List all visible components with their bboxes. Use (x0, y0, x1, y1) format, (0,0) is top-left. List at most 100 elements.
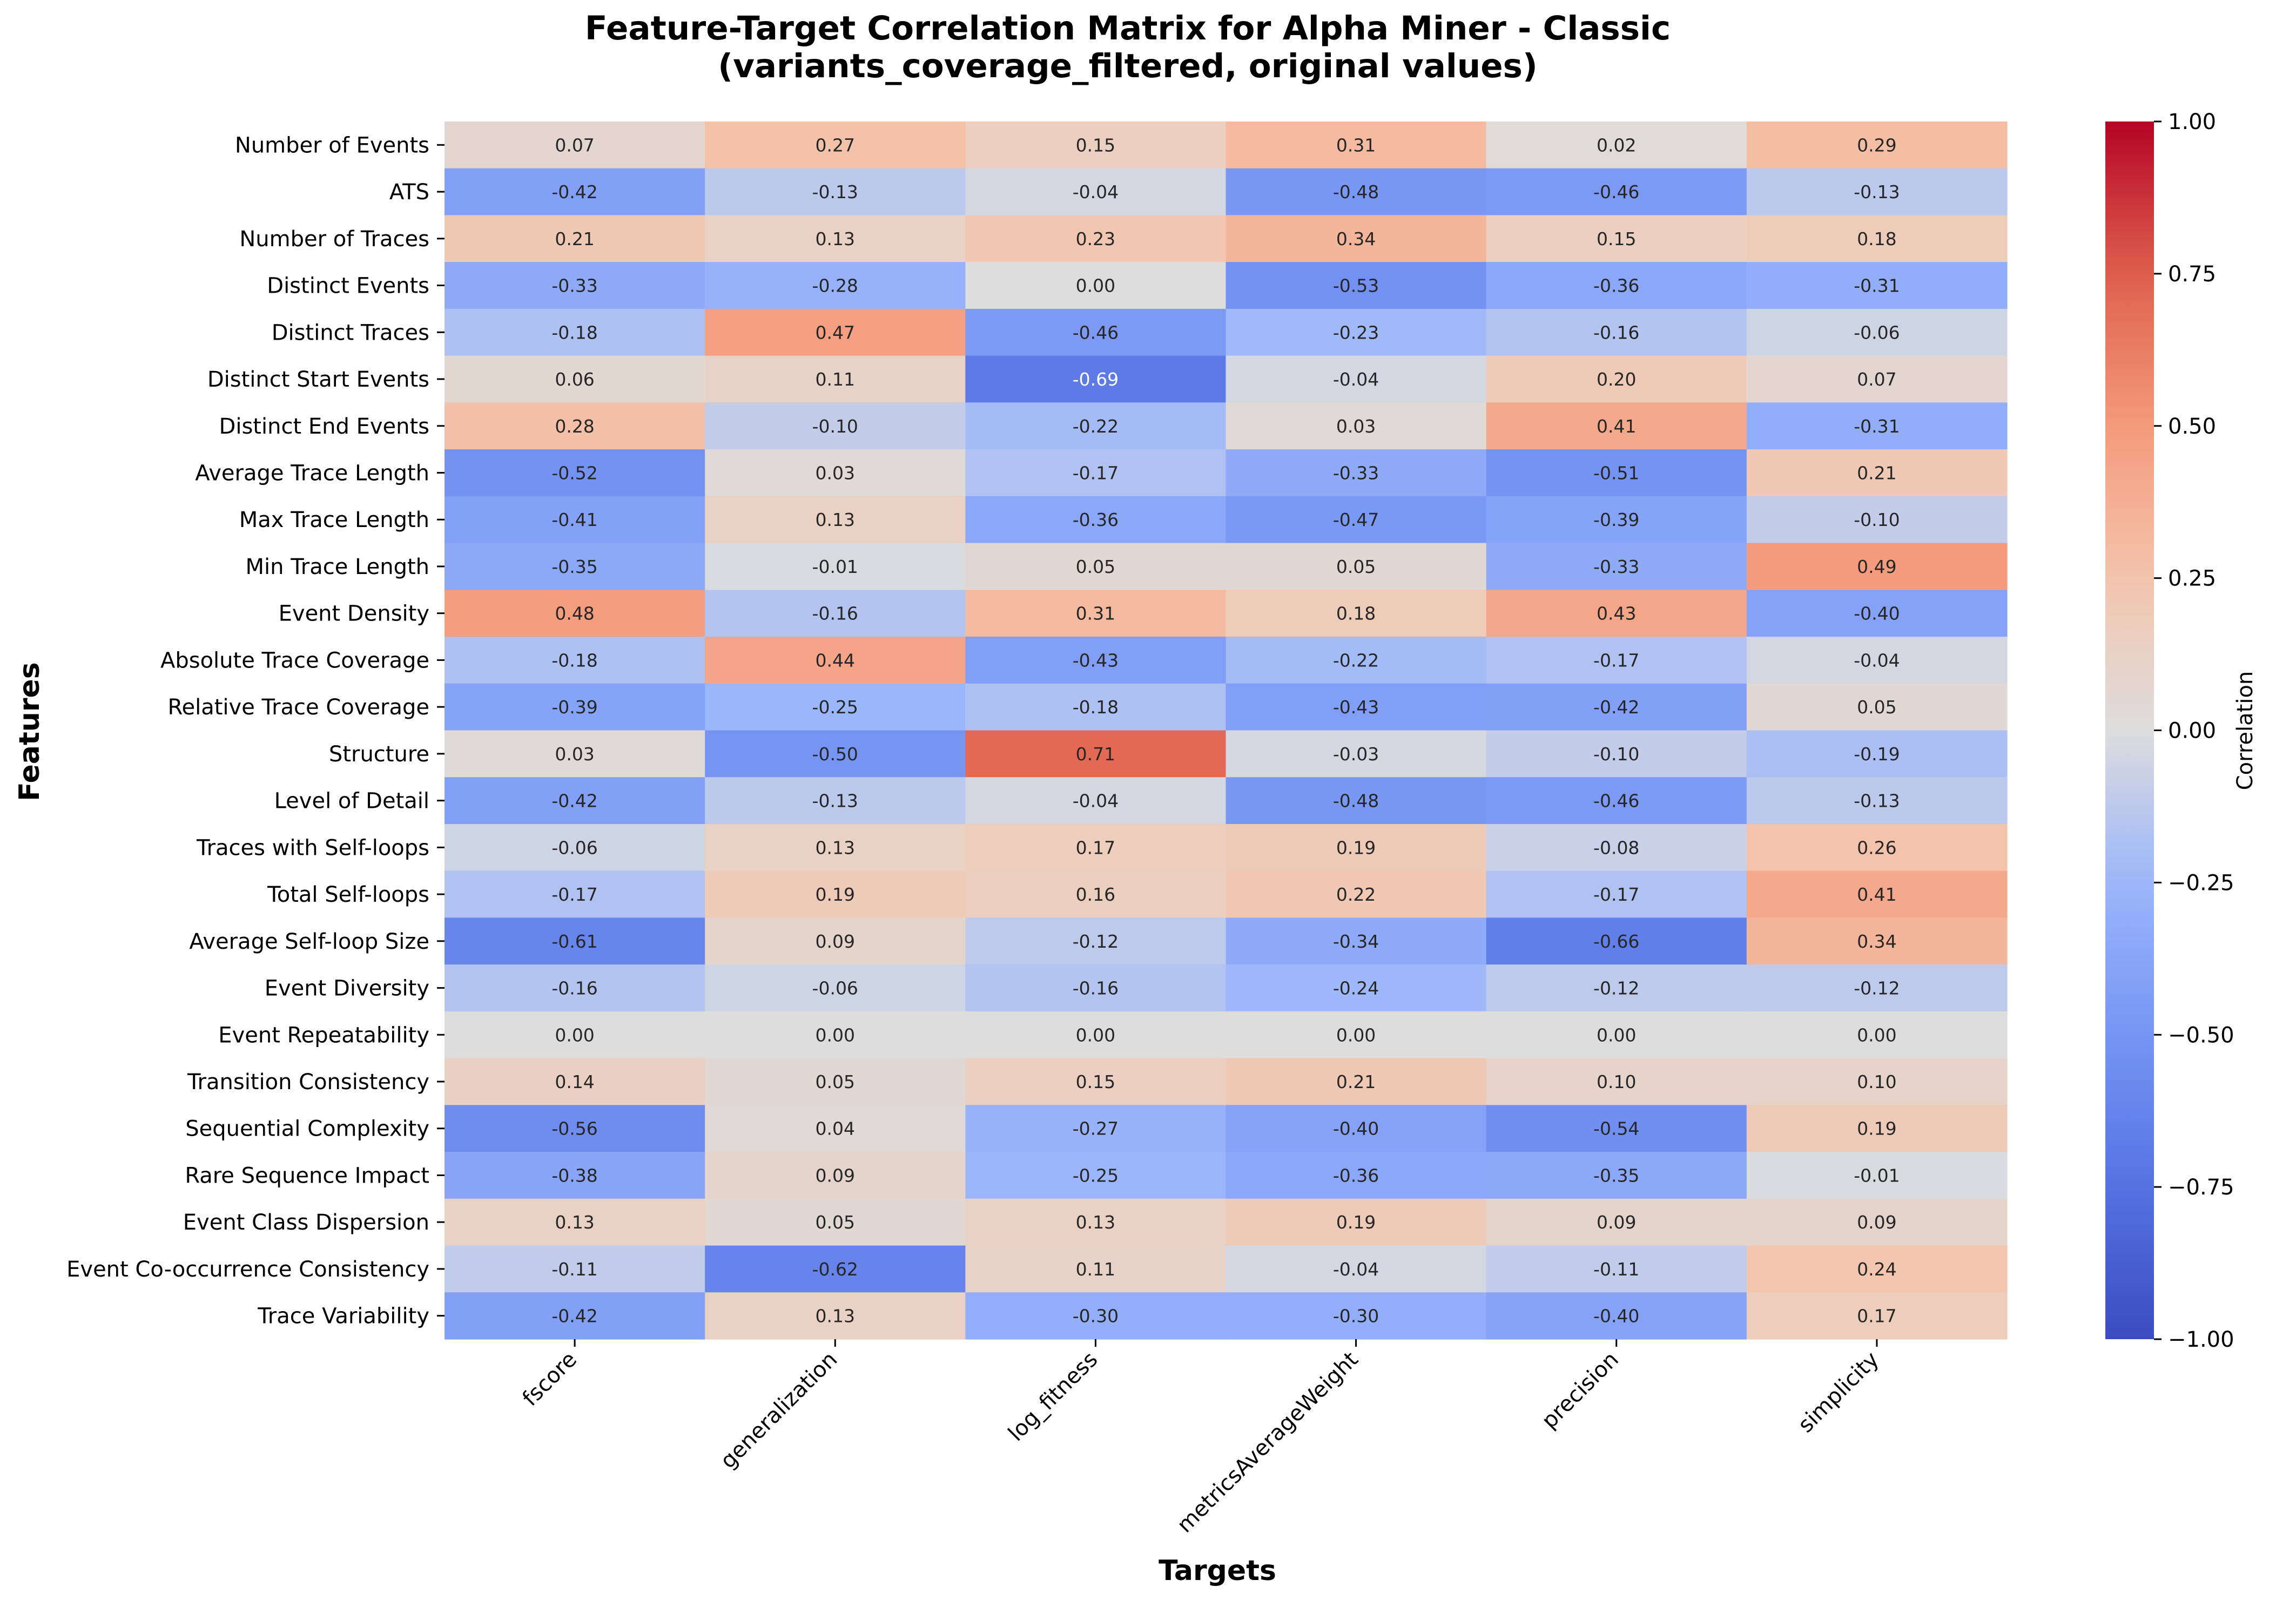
heatmap-cell (1746, 355, 2008, 403)
y-tick-label: Absolute Trace Coverage (160, 648, 429, 673)
cell-value-label: -0.38 (551, 1165, 597, 1186)
heatmap-cell (1746, 637, 2008, 684)
y-tick-label: Event Density (279, 602, 429, 626)
cell-value-label: -0.04 (1073, 181, 1119, 202)
heatmap-cell (1486, 262, 1747, 309)
heatmap-cell (445, 1058, 705, 1105)
heatmap-cell (965, 1245, 1227, 1293)
cell-value-label: 0.04 (816, 1118, 855, 1139)
cell-value-label: -0.43 (1333, 697, 1379, 718)
y-tick-label: Max Trace Length (239, 508, 429, 532)
cell-value-label: -0.24 (1333, 978, 1379, 999)
heatmap-cell (1746, 215, 2008, 262)
cell-value-label: -0.13 (1854, 791, 1900, 812)
cell-value-label: -0.13 (812, 181, 858, 202)
heatmap-cell (705, 543, 966, 590)
cell-value-label: 0.09 (1597, 1212, 1636, 1233)
heatmap-cell (965, 1152, 1227, 1199)
cell-value-label: 0.48 (555, 603, 594, 624)
cell-value-label: -0.06 (1854, 322, 1900, 343)
heatmap-cell (1746, 964, 2008, 1012)
heatmap-cell (965, 355, 1227, 403)
cell-value-label: -0.51 (1593, 462, 1639, 483)
cell-value-label: 0.26 (1857, 837, 1896, 858)
cell-value-label: 0.00 (1076, 1024, 1115, 1045)
heatmap-cell (705, 777, 966, 825)
cell-value-label: 0.10 (1597, 1071, 1636, 1092)
cell-value-label: -0.47 (1333, 509, 1379, 530)
colorbar-ticks: 1.00 0.75 0.50 0.25 0.00 −0.25 −0.50 −0.75 −1.00 (2154, 110, 2234, 1352)
heatmap-cell (1486, 683, 1747, 731)
cell-value-label: -0.13 (812, 791, 858, 812)
x-axis-ticks: fscore generalization log_fitness metricsAv… (518, 1339, 1884, 1538)
heatmap-cell (445, 215, 705, 262)
heatmap-cell (965, 637, 1227, 684)
cell-value-label: -0.17 (551, 884, 597, 905)
heatmap-cell (705, 308, 966, 356)
cell-value-label: -0.35 (1593, 1165, 1639, 1186)
heatmap-cell (705, 1058, 966, 1105)
heatmap-cell (965, 683, 1227, 731)
heatmap-cell (1746, 449, 2008, 497)
heatmap-cell (1486, 1105, 1747, 1152)
heatmap-cell (965, 168, 1227, 216)
heatmap-cell (1226, 355, 1487, 403)
cell-value-label: -0.62 (812, 1259, 858, 1280)
y-tick-label: Traces with Self-loops (196, 835, 429, 860)
heatmap-cell (1746, 917, 2008, 965)
colorbar-tick-label: −0.75 (2168, 1175, 2234, 1200)
cell-value-label: -0.08 (1593, 837, 1639, 858)
chart-title: Feature-Target Correlation Matrix for Al… (585, 9, 1671, 48)
heatmap-cell (1486, 355, 1747, 403)
heatmap-cell (445, 964, 705, 1012)
heatmap-cell (1486, 1245, 1747, 1293)
cell-value-label: -0.17 (1073, 462, 1119, 483)
cell-value-label: -0.30 (1073, 1306, 1119, 1327)
cell-value-label: 0.14 (555, 1071, 594, 1092)
cell-value-label: -0.25 (1073, 1165, 1119, 1186)
heatmap-cell (1746, 1105, 2008, 1152)
heatmap-cell (1226, 121, 1487, 169)
cell-value-label: -0.01 (1854, 1165, 1900, 1186)
cell-value-label: 0.21 (555, 228, 594, 249)
cell-value-label: 0.13 (816, 228, 855, 249)
colorbar-tick-label: −1.00 (2168, 1327, 2234, 1352)
heatmap-cell (445, 683, 705, 731)
heatmap-cell (705, 355, 966, 403)
heatmap-cell (1226, 168, 1487, 216)
cell-value-label: -0.53 (1333, 275, 1379, 296)
cell-value-label: 0.24 (1857, 1259, 1896, 1280)
cell-value-label: -0.16 (812, 603, 858, 624)
cell-value-label: -0.39 (551, 697, 597, 718)
heatmap-cell (1226, 1245, 1487, 1293)
heatmap-cell (1226, 262, 1487, 309)
heatmap-cell (1226, 1105, 1487, 1152)
cell-value-label: 0.29 (1857, 134, 1896, 156)
heatmap-cell (965, 402, 1227, 450)
cell-value-label: 0.19 (1336, 1212, 1376, 1233)
heatmap-cell (1226, 215, 1487, 262)
y-tick-label: Event Co-occurrence Consistency (66, 1257, 429, 1282)
cell-value-label: 0.00 (1597, 1024, 1636, 1045)
y-tick-label: Event Class Dispersion (183, 1210, 429, 1235)
y-tick-label: Min Trace Length (246, 555, 430, 579)
heatmap-cell (1226, 730, 1487, 778)
heatmap-cell (705, 1105, 966, 1152)
heatmap-cell (965, 449, 1227, 497)
heatmap-cell (445, 777, 705, 825)
cell-value-label: -0.33 (551, 275, 597, 296)
y-tick-label: Number of Events (235, 133, 429, 158)
heatmap-cell (1746, 870, 2008, 919)
cell-value-label: 0.05 (816, 1071, 855, 1092)
cell-value-label: -0.34 (1333, 931, 1379, 952)
heatmap-cell (705, 402, 966, 450)
colorbar-tick-label: 0.25 (2168, 566, 2216, 591)
heatmap-cell (1486, 637, 1747, 684)
cell-value-label: -0.19 (1854, 744, 1900, 765)
cell-value-label: 0.05 (1857, 697, 1896, 718)
heatmap-cell (965, 777, 1227, 825)
heatmap-cell (1226, 543, 1487, 590)
cell-value-label: -0.17 (1593, 884, 1639, 905)
heatmap-cell (1226, 1292, 1487, 1340)
y-tick-label: Event Repeatability (218, 1023, 429, 1048)
